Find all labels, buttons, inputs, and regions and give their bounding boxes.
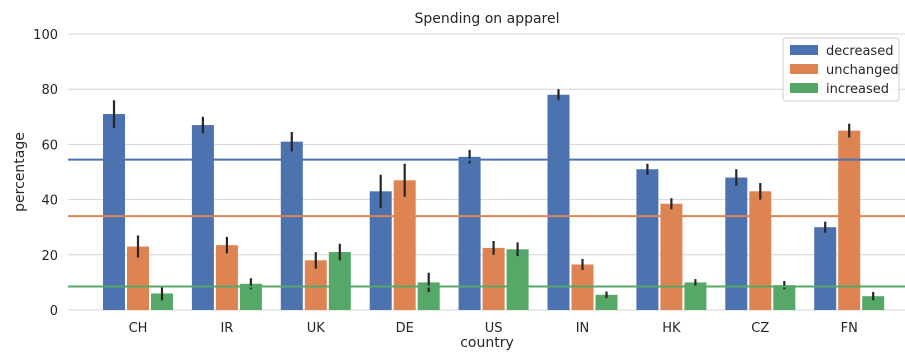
bar-decreased-CZ bbox=[725, 177, 748, 310]
bar-increased-CH bbox=[151, 293, 173, 310]
y-axis-label: percentage bbox=[12, 132, 28, 212]
bar-decreased-HK bbox=[636, 169, 659, 310]
bar-decreased-FN bbox=[814, 227, 837, 310]
bar-unchanged-US bbox=[482, 247, 505, 310]
y-tick-label: 20 bbox=[41, 249, 58, 264]
legend-swatch-increased bbox=[790, 83, 818, 93]
legend-label: unchanged bbox=[826, 63, 899, 78]
x-tick-label: IN bbox=[576, 321, 590, 336]
y-tick-label: 100 bbox=[33, 28, 58, 43]
x-axis-label: country bbox=[460, 335, 514, 350]
y-tick-label: 0 bbox=[50, 304, 58, 319]
x-tick-label: CH bbox=[129, 321, 148, 336]
bar-unchanged-FN bbox=[838, 130, 861, 310]
x-ticks: CH IR UK DE US IN HK CZ FN bbox=[129, 321, 858, 336]
legend-swatch-unchanged bbox=[790, 64, 818, 74]
y-tick-label: 60 bbox=[41, 138, 58, 153]
bar-increased-DE bbox=[417, 282, 440, 310]
legend-label: increased bbox=[826, 82, 889, 97]
bar-increased-UK bbox=[328, 252, 351, 310]
bars bbox=[103, 94, 885, 310]
y-tick-label: 40 bbox=[41, 194, 58, 209]
bar-decreased-UK bbox=[280, 141, 303, 310]
y-tick-label: 80 bbox=[41, 83, 58, 98]
bar-unchanged-CH bbox=[127, 246, 149, 310]
legend-label: decreased bbox=[826, 44, 893, 59]
x-tick-label: FN bbox=[841, 321, 858, 336]
x-tick-label: IR bbox=[220, 321, 233, 336]
bar-unchanged-CZ bbox=[749, 191, 772, 310]
x-tick-label: CZ bbox=[751, 321, 769, 336]
x-tick-label: HK bbox=[662, 321, 681, 336]
bar-decreased-IR bbox=[191, 125, 214, 310]
legend: decreased unchanged increased bbox=[782, 37, 900, 102]
bar-decreased-IN bbox=[547, 94, 570, 310]
error-bars bbox=[112, 89, 875, 301]
x-tick-label: US bbox=[485, 321, 503, 336]
chart-title: Spending on apparel bbox=[414, 11, 559, 27]
bar-increased-US bbox=[506, 249, 529, 310]
bar-increased-IN bbox=[595, 294, 618, 310]
x-tick-label: DE bbox=[396, 321, 414, 336]
bar-decreased-US bbox=[458, 156, 481, 310]
bar-increased-CZ bbox=[773, 285, 796, 310]
bar-unchanged-DE bbox=[393, 180, 416, 310]
bar-increased-HK bbox=[684, 282, 707, 310]
legend-swatch-decreased bbox=[790, 45, 818, 55]
mean-lines bbox=[68, 158, 905, 288]
bar-unchanged-UK bbox=[304, 260, 327, 310]
y-ticks: 0 20 40 60 80 100 bbox=[33, 28, 58, 319]
bar-increased-IR bbox=[239, 283, 262, 310]
bar-decreased-DE bbox=[369, 191, 392, 310]
bar-decreased-CH bbox=[103, 114, 125, 310]
bar-unchanged-IR bbox=[215, 245, 238, 310]
bar-increased-FN bbox=[862, 296, 885, 310]
bar-unchanged-HK bbox=[660, 203, 683, 310]
x-tick-label: UK bbox=[307, 321, 326, 336]
